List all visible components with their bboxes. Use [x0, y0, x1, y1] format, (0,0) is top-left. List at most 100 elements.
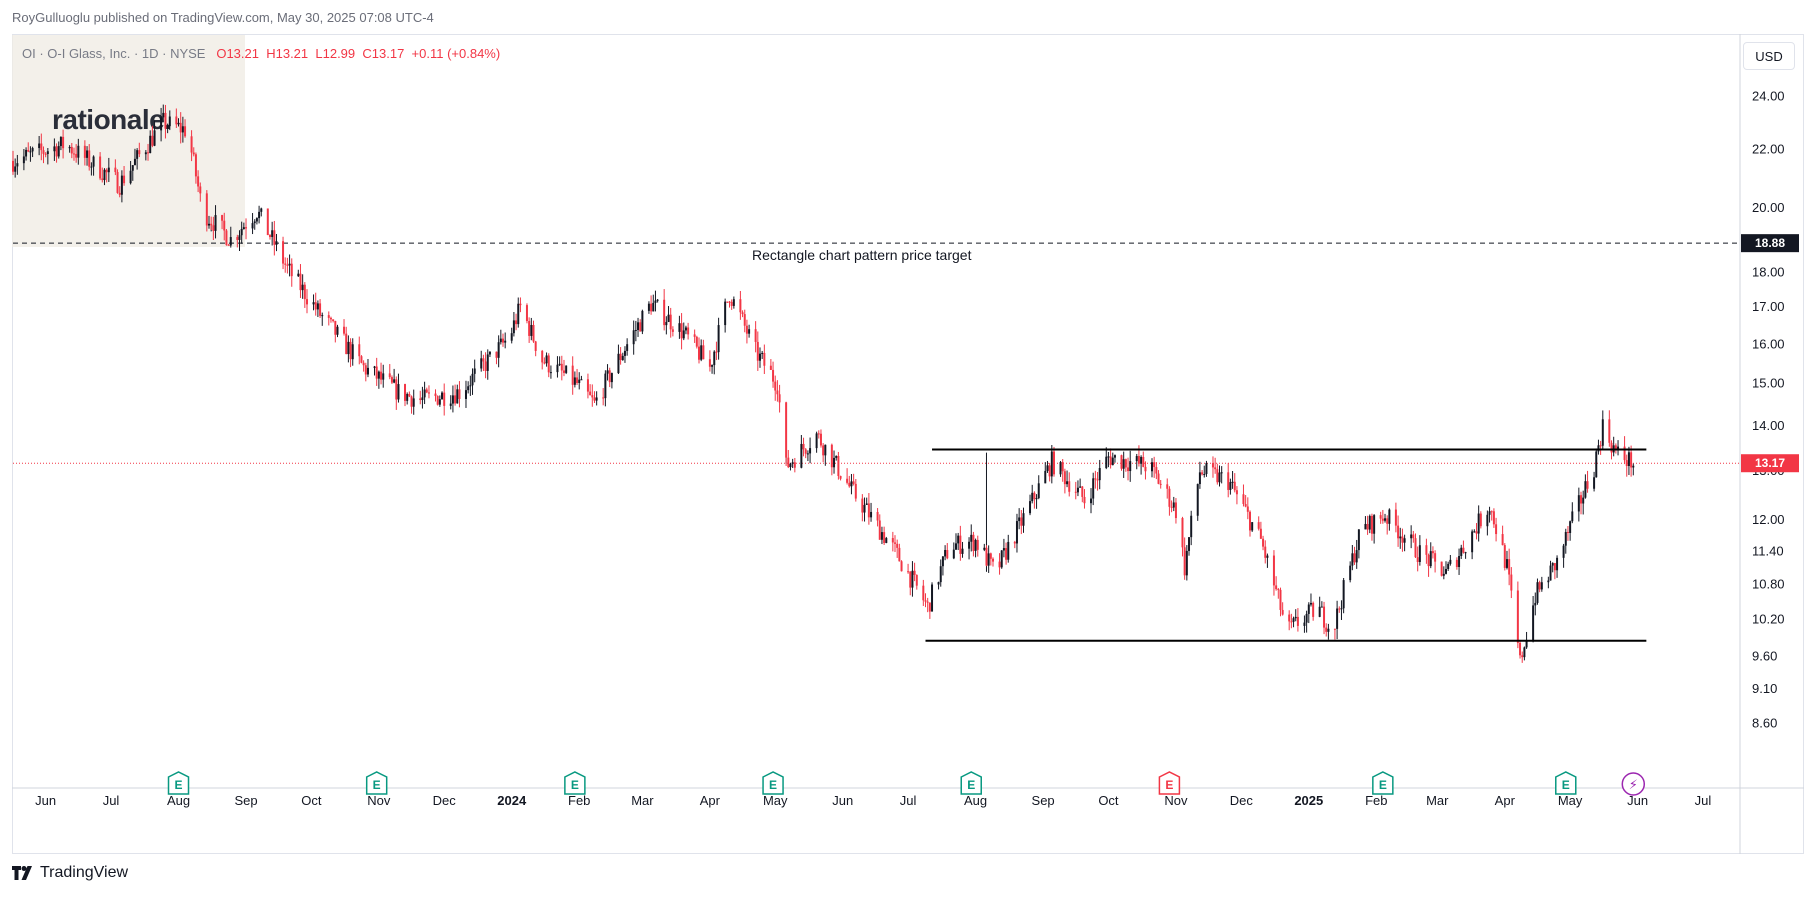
y-tick-label: 18.00	[1752, 264, 1785, 279]
x-tick-label: Sep	[1032, 793, 1055, 808]
candle-body	[1290, 621, 1293, 623]
candle-body	[1368, 515, 1371, 530]
x-tick-label: Apr	[1495, 793, 1516, 808]
candle-body	[1425, 545, 1428, 555]
candle-body	[99, 156, 102, 179]
candle-body	[754, 329, 757, 342]
candle-body	[205, 193, 208, 226]
candle-body	[179, 122, 182, 133]
candle-body	[55, 146, 58, 157]
candle-body	[593, 397, 596, 401]
x-tick-label: Mar	[631, 793, 654, 808]
candle-body	[27, 149, 30, 152]
candle-body	[497, 342, 500, 358]
candle-body	[1279, 589, 1282, 610]
candle-body	[282, 241, 285, 264]
candle-body	[632, 330, 635, 345]
candle-body	[1440, 561, 1443, 576]
candle-body	[1492, 511, 1495, 525]
candle-body	[617, 353, 620, 374]
candle-body	[1018, 517, 1021, 522]
candle-body	[480, 358, 483, 369]
candle-body	[1462, 547, 1465, 553]
candle-body	[802, 443, 805, 450]
candle-body	[181, 126, 184, 133]
candle-body	[451, 395, 454, 404]
earnings-icon	[960, 771, 982, 795]
candle-body	[1015, 521, 1018, 544]
x-tick-label: Jul	[1695, 793, 1712, 808]
candle-body	[1503, 545, 1506, 568]
candle-body	[271, 230, 274, 238]
candle-body	[1127, 467, 1130, 472]
candle-body	[907, 571, 910, 573]
candle-body	[1242, 494, 1245, 504]
candle-body	[1534, 602, 1537, 606]
candle-body	[1155, 467, 1158, 474]
x-tick-label: 2025	[1294, 793, 1323, 808]
candle-body	[1277, 589, 1280, 591]
candle-body	[944, 549, 947, 557]
candle-body	[199, 186, 202, 194]
candle-body	[1464, 552, 1467, 554]
candle-body	[1601, 419, 1604, 446]
candle-body	[336, 326, 339, 335]
earnings-icon-label: E	[1379, 778, 1387, 792]
candle-body	[1488, 511, 1491, 515]
candle-body	[208, 223, 211, 226]
candle-body	[1142, 456, 1145, 467]
candle-body	[1353, 553, 1356, 563]
candle-body	[532, 324, 535, 342]
candle-body	[743, 314, 746, 326]
candle-body	[290, 263, 293, 277]
candle-body	[695, 336, 698, 347]
candle-body	[1381, 518, 1384, 521]
candle-body	[306, 299, 309, 305]
candle-body	[1052, 451, 1055, 475]
candle-body	[589, 391, 592, 396]
candle-body	[133, 158, 136, 166]
candle-body	[1412, 534, 1415, 539]
candle-body	[1556, 557, 1559, 571]
candle-body	[1183, 547, 1186, 576]
footer-brand[interactable]: TradingView	[12, 864, 128, 882]
candle-body	[867, 503, 870, 518]
x-tick-label: Jun	[1627, 793, 1648, 808]
publisher-line: RoyGulluoglu published on TradingView.co…	[12, 10, 434, 25]
candle-body	[77, 145, 80, 158]
candle-body	[1190, 515, 1193, 538]
candle-body	[1373, 515, 1376, 534]
candle-body	[1625, 460, 1628, 467]
candle-body	[1203, 474, 1206, 476]
candle-body	[240, 229, 243, 236]
candle-body	[1248, 511, 1251, 531]
candle-body	[273, 230, 276, 245]
candle-body	[1288, 614, 1291, 622]
candle-body	[1181, 518, 1184, 548]
candle-body	[1342, 580, 1345, 609]
candle-body	[837, 455, 840, 477]
candle-body	[1340, 608, 1343, 610]
candle-body	[556, 364, 559, 373]
candle-body	[961, 548, 964, 554]
legend-open: O13.21	[216, 46, 259, 61]
candle-body	[1022, 513, 1025, 526]
candle-body	[806, 453, 809, 455]
candle-body	[745, 325, 748, 334]
candle-body	[1294, 616, 1297, 619]
candle-body	[449, 403, 452, 406]
candle-body	[395, 379, 398, 400]
candle-body	[595, 397, 598, 401]
candle-body	[275, 241, 278, 245]
candle-body	[626, 344, 629, 351]
candle-body	[824, 444, 827, 456]
candle-body	[519, 303, 522, 306]
candle-body	[998, 561, 1001, 568]
candle-body	[1582, 497, 1585, 504]
candle-body	[1510, 574, 1513, 591]
candle-body	[1079, 486, 1082, 488]
candle-body	[565, 365, 568, 373]
candle-body	[147, 152, 150, 154]
currency-button[interactable]: USD	[1743, 42, 1795, 70]
